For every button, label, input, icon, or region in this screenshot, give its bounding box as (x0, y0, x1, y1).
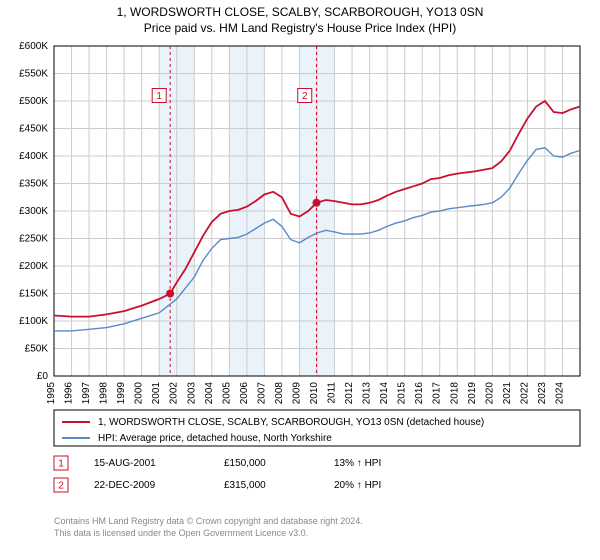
y-tick-label: £500K (19, 96, 48, 107)
x-tick-label: 2021 (502, 382, 513, 405)
x-tick-label: 2000 (134, 382, 145, 405)
x-tick-label: 2002 (169, 382, 180, 405)
transaction-diff: 20% ↑ HPI (334, 480, 381, 491)
x-tick-label: 2004 (204, 382, 215, 405)
transaction-diff: 13% ↑ HPI (334, 458, 381, 469)
chart-svg: 1, WORDSWORTH CLOSE, SCALBY, SCARBOROUGH… (0, 0, 600, 560)
x-tick-label: 2020 (484, 382, 495, 405)
legend-label: HPI: Average price, detached house, Nort… (98, 433, 332, 444)
transaction-date: 15-AUG-2001 (94, 458, 156, 469)
x-tick-label: 2019 (467, 382, 478, 405)
chart-title-line1: 1, WORDSWORTH CLOSE, SCALBY, SCARBOROUGH… (117, 5, 484, 19)
y-tick-label: £300K (19, 206, 48, 217)
y-tick-label: £200K (19, 261, 48, 272)
x-tick-label: 2017 (432, 382, 443, 405)
x-tick-label: 2024 (554, 382, 565, 405)
x-tick-label: 2001 (151, 382, 162, 405)
x-tick-label: 2011 (327, 382, 338, 404)
chart-title-line2: Price paid vs. HM Land Registry's House … (144, 21, 456, 35)
x-tick-label: 2013 (362, 382, 373, 405)
x-tick-label: 2003 (186, 382, 197, 405)
x-tick-label: 2022 (519, 382, 530, 405)
transaction-marker-number: 1 (156, 91, 162, 102)
x-tick-label: 2012 (344, 382, 355, 405)
y-tick-label: £0 (37, 371, 49, 382)
y-tick-label: £450K (19, 124, 48, 135)
x-tick-label: 2007 (256, 382, 267, 405)
transaction-price: £315,000 (224, 480, 266, 491)
y-tick-label: £400K (19, 151, 48, 162)
transaction-row-number: 1 (58, 459, 64, 470)
x-tick-label: 1998 (99, 382, 110, 405)
footer-line2: This data is licensed under the Open Gov… (54, 528, 308, 538)
y-tick-label: £600K (19, 41, 48, 52)
y-tick-label: £350K (19, 179, 48, 190)
y-tick-label: £50K (25, 344, 49, 355)
footer-line1: Contains HM Land Registry data © Crown c… (54, 516, 363, 526)
y-tick-label: £550K (19, 69, 48, 80)
transaction-row-number: 2 (58, 481, 64, 492)
x-tick-label: 1995 (46, 382, 57, 405)
y-tick-label: £100K (19, 316, 48, 327)
x-tick-label: 2008 (274, 382, 285, 405)
transaction-price: £150,000 (224, 458, 266, 469)
y-tick-label: £150K (19, 289, 48, 300)
x-tick-label: 2010 (309, 382, 320, 405)
x-tick-label: 2006 (239, 382, 250, 405)
x-tick-label: 1996 (64, 382, 75, 405)
x-tick-label: 1999 (116, 382, 127, 405)
transaction-marker-number: 2 (302, 91, 308, 102)
x-tick-label: 2014 (379, 382, 390, 405)
x-tick-label: 2005 (221, 382, 232, 405)
x-tick-label: 2015 (397, 382, 408, 405)
price-vs-hpi-chart: { "title_line1": "1, WORDSWORTH CLOSE, S… (0, 0, 600, 560)
x-tick-label: 2009 (291, 382, 302, 405)
x-tick-label: 2018 (449, 382, 460, 405)
x-tick-label: 1997 (81, 382, 92, 405)
transaction-date: 22-DEC-2009 (94, 480, 156, 491)
x-tick-label: 2023 (537, 382, 548, 405)
y-tick-label: £250K (19, 234, 48, 245)
legend-label: 1, WORDSWORTH CLOSE, SCALBY, SCARBOROUGH… (98, 417, 484, 428)
x-tick-label: 2016 (414, 382, 425, 405)
